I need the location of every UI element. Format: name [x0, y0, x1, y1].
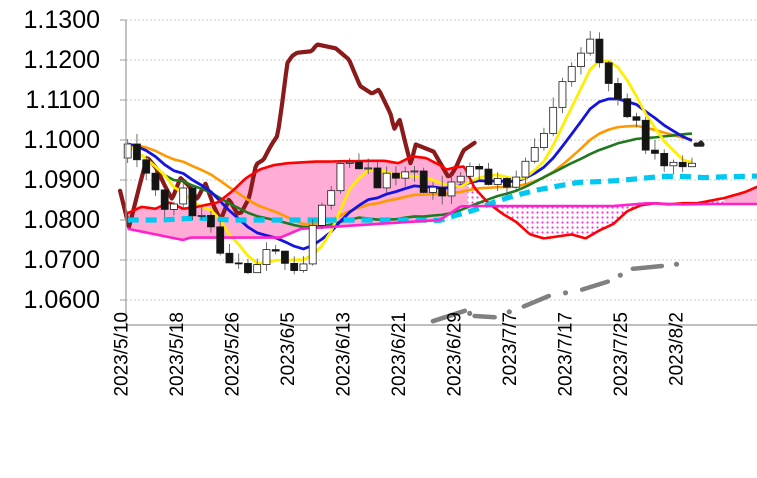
svg-text:2023/7/25: 2023/7/25: [611, 312, 632, 397]
svg-text:2023/5/10: 2023/5/10: [112, 312, 133, 397]
svg-text:2023/6/29: 2023/6/29: [445, 312, 466, 397]
svg-text:1.0600: 1.0600: [24, 286, 100, 314]
svg-text:1.1000: 1.1000: [24, 126, 100, 154]
svg-text:2023/7/7: 2023/7/7: [500, 312, 521, 386]
svg-text:1.0800: 1.0800: [24, 206, 100, 234]
svg-text:2023/6/5: 2023/6/5: [278, 312, 299, 386]
svg-text:2023/7/17: 2023/7/17: [556, 312, 577, 397]
svg-text:2023/8/2: 2023/8/2: [667, 312, 688, 386]
svg-text:2023/6/21: 2023/6/21: [389, 312, 410, 397]
svg-text:2023/6/13: 2023/6/13: [334, 312, 355, 397]
svg-text:1.1100: 1.1100: [25, 86, 100, 114]
svg-text:2023/5/18: 2023/5/18: [167, 312, 188, 397]
svg-text:1.1300: 1.1300: [24, 6, 100, 34]
svg-text:2023/5/26: 2023/5/26: [223, 312, 244, 397]
svg-text:1.0900: 1.0900: [24, 166, 100, 194]
svg-text:1.0700: 1.0700: [24, 246, 100, 274]
svg-text:1.1200: 1.1200: [24, 46, 100, 74]
